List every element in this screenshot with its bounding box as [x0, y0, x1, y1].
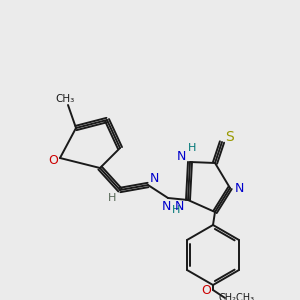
Text: CH₃: CH₃: [56, 94, 75, 104]
Text: N: N: [149, 172, 159, 185]
Text: N: N: [174, 200, 184, 212]
Text: N: N: [234, 182, 244, 196]
Text: N: N: [176, 151, 186, 164]
Text: H: H: [108, 193, 116, 203]
Text: H: H: [188, 143, 196, 153]
Text: H: H: [172, 205, 180, 215]
Text: N: N: [161, 200, 171, 214]
Text: CH₂CH₃: CH₂CH₃: [219, 293, 255, 300]
Text: O: O: [48, 154, 58, 166]
Text: S: S: [226, 130, 234, 144]
Text: O: O: [201, 284, 211, 298]
